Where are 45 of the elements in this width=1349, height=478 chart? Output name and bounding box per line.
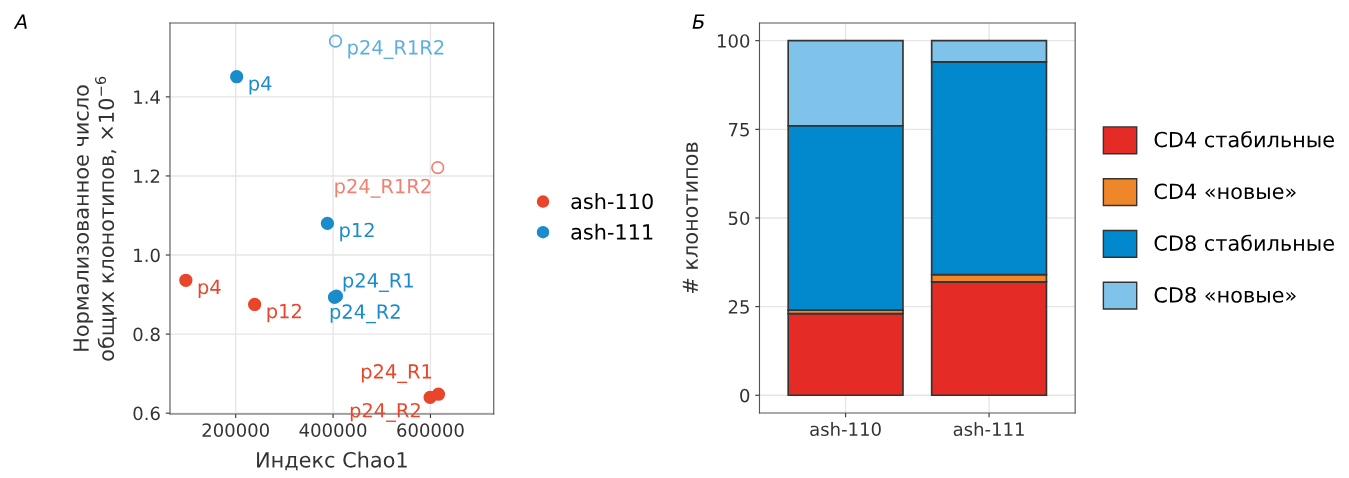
- point: [328, 34, 343, 48]
- point: [247, 297, 262, 312]
- y-tick-label: 50: [728, 211, 750, 226]
- x-tick-label: 400000: [299, 423, 367, 437]
- data-label: p4: [198, 279, 221, 299]
- y-tick-label: 0.6: [133, 406, 160, 421]
- legend-label: CD4 «новые»: [1154, 183, 1296, 200]
- data-label: p24_R1: [361, 364, 432, 384]
- point: [431, 160, 445, 175]
- y-tick-label: 0: [740, 388, 750, 403]
- chart-title: Б: [692, 14, 705, 29]
- chart-title: А: [13, 14, 27, 29]
- y-tick-label: 1.4: [134, 90, 160, 104]
- x-tick-label: 200000: [202, 423, 269, 437]
- legend-label: CD8 «новые»: [1154, 286, 1296, 303]
- y-axis-title: Нормализованное число общих клонотипов, ×10$^{−6}$: [73, 76, 117, 361]
- point: [230, 70, 244, 84]
- y-tick-label: 1.0: [134, 248, 160, 263]
- y-tick-label: 1.2: [134, 169, 160, 183]
- legend-label: CD4 стабильные: [1154, 130, 1334, 148]
- point: [423, 390, 437, 404]
- bar: [930, 280, 1048, 397]
- data-label: p24_R1: [343, 272, 413, 292]
- data-label: p24_R1R2: [348, 39, 444, 59]
- bar: [787, 312, 904, 397]
- legend-label: ash-110: [571, 193, 653, 210]
- point: [179, 273, 193, 287]
- x-axis-title: Индекс Chao1: [257, 451, 407, 471]
- x-tick-label: ash-110: [810, 422, 881, 436]
- y-tick-label: 0.8: [133, 327, 160, 342]
- y-axis-title: # клонотипов: [682, 142, 699, 294]
- y-tick-label: 75: [728, 123, 749, 137]
- data-label: p4: [249, 76, 272, 95]
- data-label: p12: [340, 222, 374, 242]
- y-tick-label: 100: [717, 34, 750, 48]
- legend-label: ash-111: [571, 223, 653, 240]
- data-label: p12: [267, 303, 301, 323]
- point: [320, 216, 335, 231]
- x-tick-label: ash-111: [953, 422, 1024, 436]
- legend-label: CD8 стабильные: [1154, 234, 1334, 251]
- y-tick-label: 25: [728, 300, 749, 314]
- data-label: p24_R1R2: [335, 178, 431, 198]
- x-tick-label: 600000: [397, 423, 464, 437]
- data-label: p24_R2: [330, 304, 400, 324]
- data-label: p24_R2: [350, 402, 420, 422]
